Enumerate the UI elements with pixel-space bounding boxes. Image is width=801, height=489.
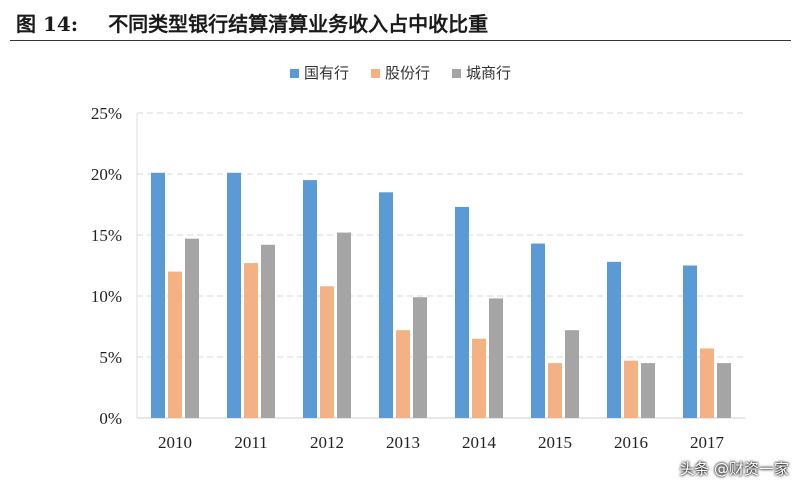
x-tick-label: 2012 bbox=[310, 433, 344, 452]
x-tick-label: 2014 bbox=[462, 433, 497, 452]
y-tick-label: 20% bbox=[91, 165, 122, 184]
bar-2017-0 bbox=[683, 265, 697, 418]
x-tick-label: 2013 bbox=[386, 433, 420, 452]
legend-item-1: 股份行 bbox=[370, 62, 430, 83]
chart-title: 图 14: 不同类型银行结算清算业务收入占中收比重 bbox=[16, 8, 488, 37]
bar-2010-1 bbox=[168, 271, 182, 418]
bar-2011-0 bbox=[227, 172, 241, 418]
x-tick-label: 2017 bbox=[690, 433, 725, 452]
bar-2013-2 bbox=[413, 297, 427, 418]
bar-2016-2 bbox=[641, 363, 655, 418]
bar-2012-0 bbox=[303, 180, 317, 418]
y-tick-label: 15% bbox=[91, 226, 122, 245]
bar-2013-0 bbox=[379, 192, 393, 418]
bar-2011-1 bbox=[244, 263, 258, 418]
x-tick-label: 2015 bbox=[538, 433, 572, 452]
x-tick-label: 2010 bbox=[158, 433, 192, 452]
y-tick-label: 0% bbox=[99, 409, 122, 428]
x-tick-label: 2011 bbox=[234, 433, 267, 452]
bar-2017-1 bbox=[700, 348, 714, 418]
bar-2014-0 bbox=[455, 206, 469, 418]
bar-2015-0 bbox=[531, 243, 545, 418]
bar-2017-2 bbox=[717, 363, 731, 418]
bar-2012-1 bbox=[320, 286, 334, 418]
watermark: 头条 @财资一家 bbox=[679, 460, 789, 478]
legend-item-0: 国有行 bbox=[289, 62, 349, 83]
bar-2011-2 bbox=[261, 244, 275, 418]
title-text: 不同类型银行结算清算业务收入占中收比重 bbox=[108, 12, 489, 36]
y-tick-label: 5% bbox=[99, 348, 122, 367]
bar-2010-0 bbox=[151, 172, 165, 418]
bar-2015-1 bbox=[548, 363, 562, 418]
y-tick-label: 25% bbox=[91, 104, 122, 123]
legend: 国有行 股份行 城商行 bbox=[0, 62, 801, 83]
bar-2010-2 bbox=[185, 238, 199, 418]
bar-2015-2 bbox=[565, 330, 579, 418]
bar-2016-0 bbox=[607, 261, 621, 418]
bar-2013-1 bbox=[396, 330, 410, 418]
bar-2014-2 bbox=[489, 298, 503, 418]
x-tick-label: 2016 bbox=[614, 433, 648, 452]
title-rule bbox=[10, 40, 791, 41]
y-tick-label: 10% bbox=[91, 287, 122, 306]
bar-2016-1 bbox=[624, 360, 638, 418]
figure-number: 图 14: bbox=[16, 12, 79, 36]
bar-2014-1 bbox=[472, 338, 486, 418]
legend-item-2: 城商行 bbox=[452, 62, 511, 83]
bar-2012-2 bbox=[337, 232, 351, 418]
